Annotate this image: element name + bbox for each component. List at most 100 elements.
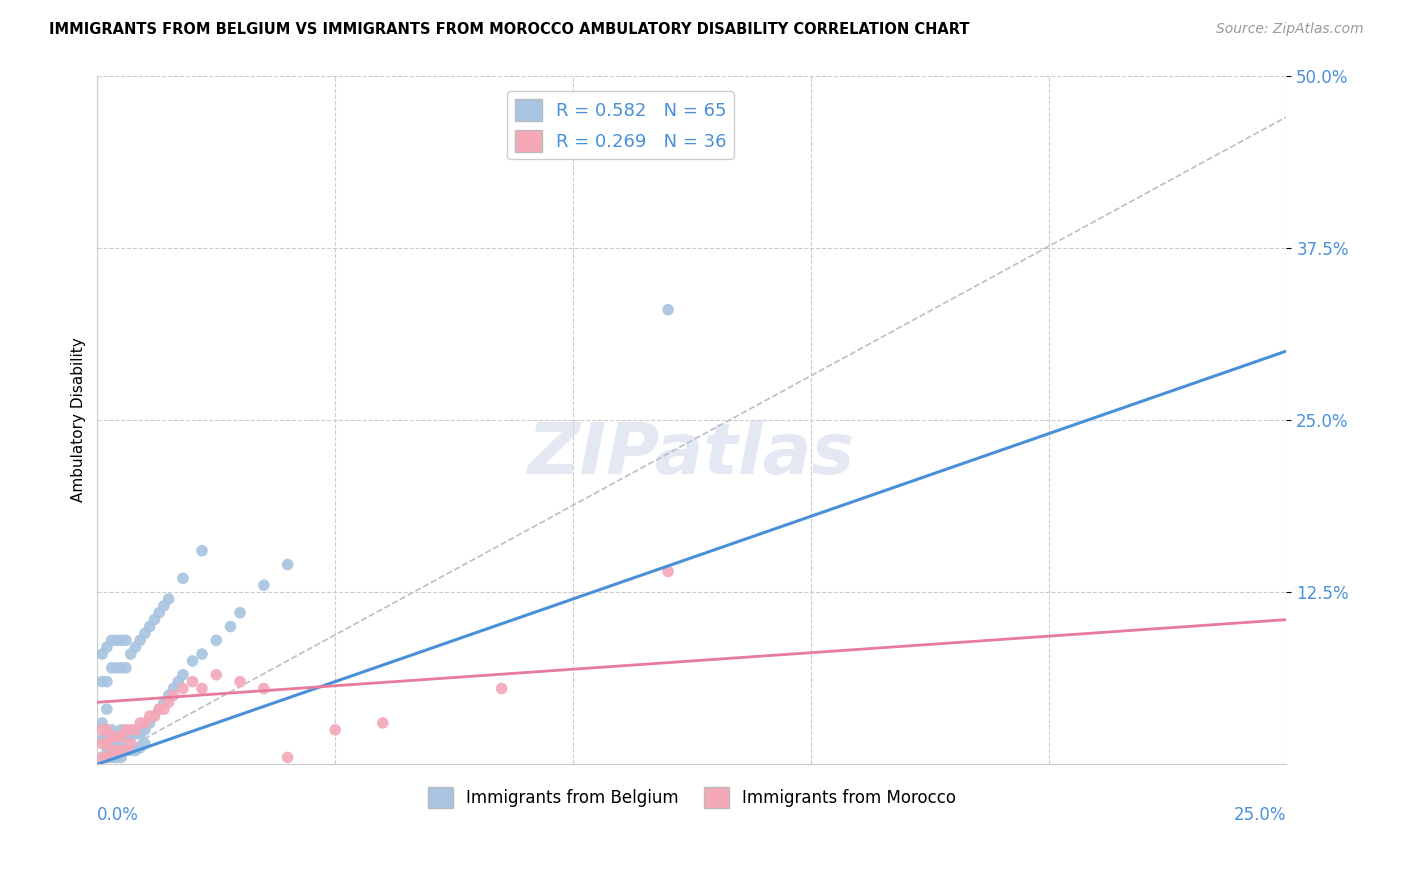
Point: [91, 647, 114, 661]
Point: [105, 743, 128, 757]
Point: [167, 674, 190, 689]
Point: [120, 743, 142, 757]
Point: [138, 619, 160, 633]
Text: 0.0%: 0.0%: [97, 805, 139, 823]
Point: [91, 750, 114, 764]
Point: [181, 674, 204, 689]
Point: [110, 750, 132, 764]
Point: [277, 558, 299, 572]
Point: [191, 647, 214, 661]
Point: [120, 647, 142, 661]
Point: [134, 723, 156, 737]
Point: [105, 730, 128, 744]
Point: [172, 667, 194, 681]
Point: [162, 681, 184, 696]
Point: [91, 715, 114, 730]
Point: [96, 674, 118, 689]
Point: [219, 619, 242, 633]
Point: [105, 633, 128, 648]
Point: [91, 732, 114, 747]
Point: [138, 715, 160, 730]
Point: [172, 571, 194, 585]
Point: [110, 723, 132, 737]
Point: [96, 730, 118, 744]
Point: [91, 723, 114, 737]
Point: [205, 667, 228, 681]
Point: [91, 750, 114, 764]
Point: [657, 302, 679, 317]
Point: [115, 723, 138, 737]
Point: [105, 743, 128, 757]
Point: [110, 737, 132, 751]
Point: [134, 737, 156, 751]
Point: [96, 640, 118, 655]
Point: [172, 681, 194, 696]
Point: [110, 661, 132, 675]
Text: 25.0%: 25.0%: [1234, 805, 1286, 823]
Point: [100, 730, 122, 744]
Point: [143, 709, 166, 723]
Point: [657, 565, 679, 579]
Point: [100, 633, 122, 648]
Point: [253, 681, 276, 696]
Point: [115, 661, 138, 675]
Point: [115, 633, 138, 648]
Point: [143, 613, 166, 627]
Point: [96, 750, 118, 764]
Point: [129, 715, 152, 730]
Point: [91, 737, 114, 751]
Point: [120, 730, 142, 744]
Point: [229, 606, 252, 620]
Point: [143, 709, 166, 723]
Text: IMMIGRANTS FROM BELGIUM VS IMMIGRANTS FROM MOROCCO AMBULATORY DISABILITY CORRELA: IMMIGRANTS FROM BELGIUM VS IMMIGRANTS FR…: [49, 22, 970, 37]
Point: [157, 689, 180, 703]
Point: [100, 743, 122, 757]
Point: [491, 681, 513, 696]
Point: [134, 626, 156, 640]
Point: [153, 695, 176, 709]
Point: [96, 723, 118, 737]
Point: [96, 750, 118, 764]
Point: [277, 750, 299, 764]
Text: ZIPatlas: ZIPatlas: [529, 420, 856, 489]
Point: [157, 695, 180, 709]
Point: [100, 723, 122, 737]
Point: [191, 543, 214, 558]
Point: [129, 633, 152, 648]
Y-axis label: Ambulatory Disability: Ambulatory Disability: [72, 337, 86, 502]
Point: [253, 578, 276, 592]
Point: [115, 730, 138, 744]
Point: [120, 737, 142, 751]
Point: [153, 599, 176, 613]
Point: [323, 723, 346, 737]
Point: [124, 743, 146, 757]
Point: [157, 591, 180, 606]
Point: [191, 681, 214, 696]
Point: [110, 633, 132, 648]
Point: [100, 737, 122, 751]
Point: [105, 661, 128, 675]
Point: [229, 674, 252, 689]
Point: [100, 661, 122, 675]
Point: [181, 654, 204, 668]
Point: [205, 633, 228, 648]
Point: [110, 743, 132, 757]
Point: [129, 740, 152, 755]
Point: [138, 709, 160, 723]
Point: [148, 702, 170, 716]
Point: [124, 723, 146, 737]
Point: [91, 674, 114, 689]
Point: [105, 750, 128, 764]
Point: [153, 702, 176, 716]
Point: [162, 689, 184, 703]
Point: [115, 743, 138, 757]
Point: [115, 743, 138, 757]
Point: [148, 702, 170, 716]
Point: [96, 737, 118, 751]
Point: [124, 640, 146, 655]
Point: [100, 750, 122, 764]
Point: [124, 727, 146, 741]
Point: [120, 723, 142, 737]
Point: [148, 606, 170, 620]
Point: [371, 715, 394, 730]
